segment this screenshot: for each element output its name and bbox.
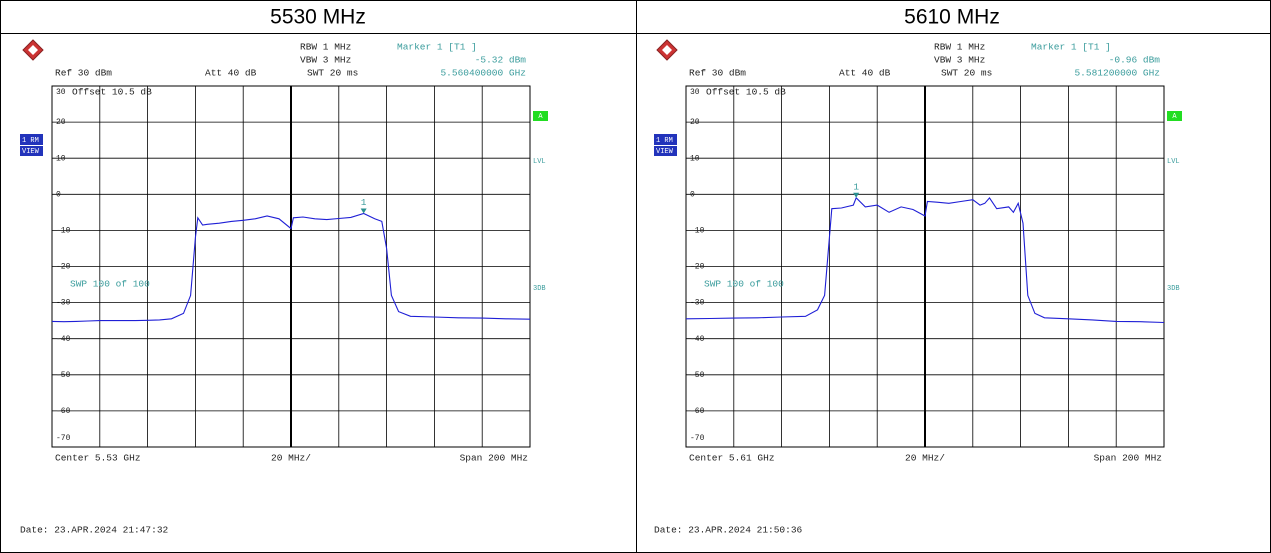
marker-label: 1 [853, 181, 859, 192]
y-tick-label: -70 [56, 434, 71, 443]
annotation-db3: 3DB [533, 285, 546, 293]
y-tick-label: -50 [690, 371, 705, 380]
a-box [1167, 111, 1182, 121]
y-tick-label: 30 [56, 88, 66, 97]
trace-mode-box [20, 134, 43, 145]
y-tick-label: -40 [690, 335, 705, 344]
y-tick-label: 10 [690, 154, 700, 163]
annotation-span-div: 20 MHz/ [271, 453, 311, 464]
marker [853, 192, 860, 198]
annotation-date: Date: 23.APR.2024 21:47:32 [20, 525, 169, 536]
trace-mode: 1 RM [22, 137, 39, 145]
trace [686, 196, 1164, 324]
y-tick-label: 20 [690, 118, 700, 127]
y-tick-label: -70 [690, 434, 705, 443]
y-tick-label: -40 [56, 335, 71, 344]
trace-mode: 1 RM [656, 137, 673, 145]
marker-label: 1 [361, 197, 367, 208]
marker-name: Marker 1 [T1 ] [1031, 42, 1111, 53]
marker-x: 5.560400000 GHz [440, 68, 526, 79]
annotation-center: Center 5.53 GHz [55, 453, 141, 464]
annotation-vbw: VBW 3 MHz [300, 55, 351, 66]
y-tick-label: -50 [56, 371, 71, 380]
y-tick-label: -20 [690, 263, 705, 272]
annotation-att: Att 40 dB [839, 68, 891, 79]
annotation-vbw: VBW 3 MHz [934, 55, 985, 66]
annotation-rbw: RBW 1 MHz [300, 42, 351, 53]
annotation-lvl: LVL [1167, 158, 1180, 166]
marker-y: -0.96 dBm [1109, 55, 1161, 66]
annotation-span-div: 20 MHz/ [905, 453, 945, 464]
marker-y: -5.32 dBm [475, 55, 527, 66]
annotation-sweep: SWP 100 of 100 [70, 279, 150, 290]
y-tick-label: 30 [690, 88, 700, 97]
a-label: A [1172, 113, 1177, 121]
trace-mode-box [654, 134, 677, 145]
annotation-att: Att 40 dB [205, 68, 257, 79]
annotation-date: Date: 23.APR.2024 21:50:36 [654, 525, 803, 536]
y-tick-label: -10 [56, 227, 71, 236]
annotation-span: Span 200 MHz [1094, 453, 1162, 464]
annotation-sweep: SWP 100 of 100 [704, 279, 784, 290]
y-tick-label: 0 [56, 190, 61, 199]
annotation-swt: SWT 20 ms [941, 68, 992, 79]
trace [52, 212, 530, 323]
y-tick-label: -60 [56, 407, 71, 416]
view: VIEW [656, 148, 674, 156]
a-label: A [538, 113, 543, 121]
annotation-rbw: RBW 1 MHz [934, 42, 985, 53]
annotation-offset: Offset 10.5 dB [706, 87, 786, 98]
panel-title: 5530 MHz [270, 6, 366, 29]
panel-title: 5610 MHz [904, 6, 1000, 29]
y-tick-label: -30 [56, 299, 71, 308]
logo-mark [28, 45, 38, 55]
y-tick-label: -10 [690, 227, 705, 236]
y-tick-label: -20 [56, 263, 71, 272]
logo-mark [662, 45, 672, 55]
annotation-ref: Ref 30 dBm [689, 68, 746, 79]
annotation-swt: SWT 20 ms [307, 68, 358, 79]
view-box [654, 146, 677, 156]
view-box [20, 146, 43, 156]
y-tick-label: -30 [690, 299, 705, 308]
marker-x: 5.581200000 GHz [1074, 68, 1160, 79]
annotation-db3: 3DB [1167, 285, 1180, 293]
y-tick-label: 0 [690, 190, 695, 199]
annotation-center: Center 5.61 GHz [689, 453, 775, 464]
y-tick-label: -60 [690, 407, 705, 416]
y-tick-label: 10 [56, 154, 66, 163]
view: VIEW [22, 148, 40, 156]
annotation-lvl: LVL [533, 158, 546, 166]
annotation-ref: Ref 30 dBm [55, 68, 112, 79]
marker [360, 208, 367, 214]
a-box [533, 111, 548, 121]
annotation-offset: Offset 10.5 dB [72, 87, 152, 98]
annotation-span: Span 200 MHz [460, 453, 528, 464]
marker-name: Marker 1 [T1 ] [397, 42, 477, 53]
y-tick-label: 20 [56, 118, 66, 127]
